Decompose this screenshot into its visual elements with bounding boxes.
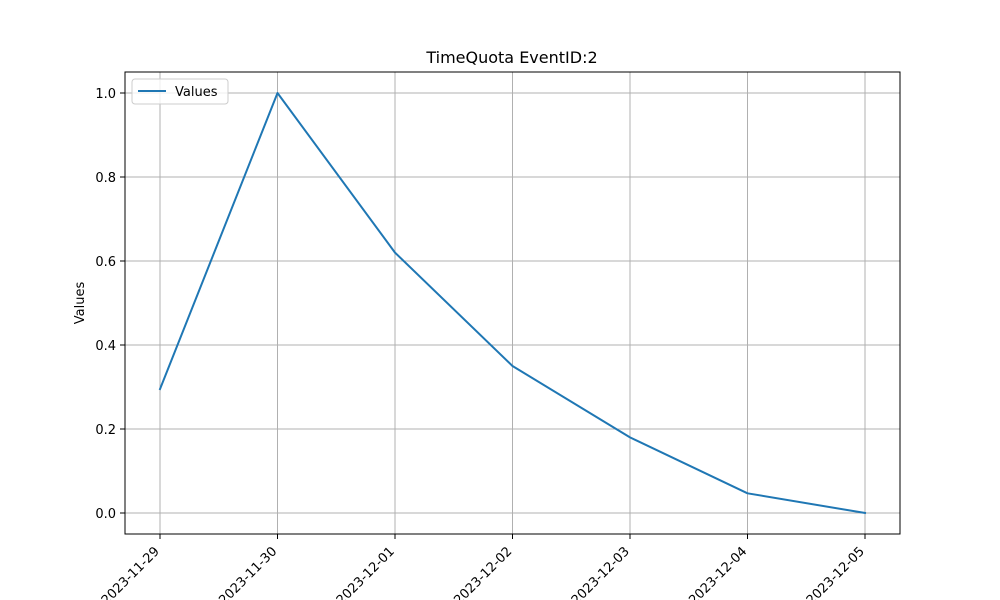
y-tick-label: 0.6 bbox=[95, 255, 116, 270]
y-tick-label: 0.8 bbox=[95, 171, 116, 186]
y-axis-label: Values bbox=[73, 282, 88, 325]
y-tick-label: 0.4 bbox=[95, 339, 116, 354]
series-line-values bbox=[158, 92, 867, 515]
series-layer bbox=[158, 92, 867, 515]
grid bbox=[125, 72, 900, 534]
legend: Values bbox=[131, 78, 229, 105]
chart-title: TimeQuota EventID:2 bbox=[425, 48, 597, 67]
legend-label-values: Values bbox=[175, 85, 218, 100]
legend-box bbox=[131, 78, 229, 105]
y-tick-label: 1.0 bbox=[95, 87, 116, 102]
y-tick-label: 0.2 bbox=[95, 423, 116, 438]
y-tick-label: 0.0 bbox=[95, 507, 116, 522]
